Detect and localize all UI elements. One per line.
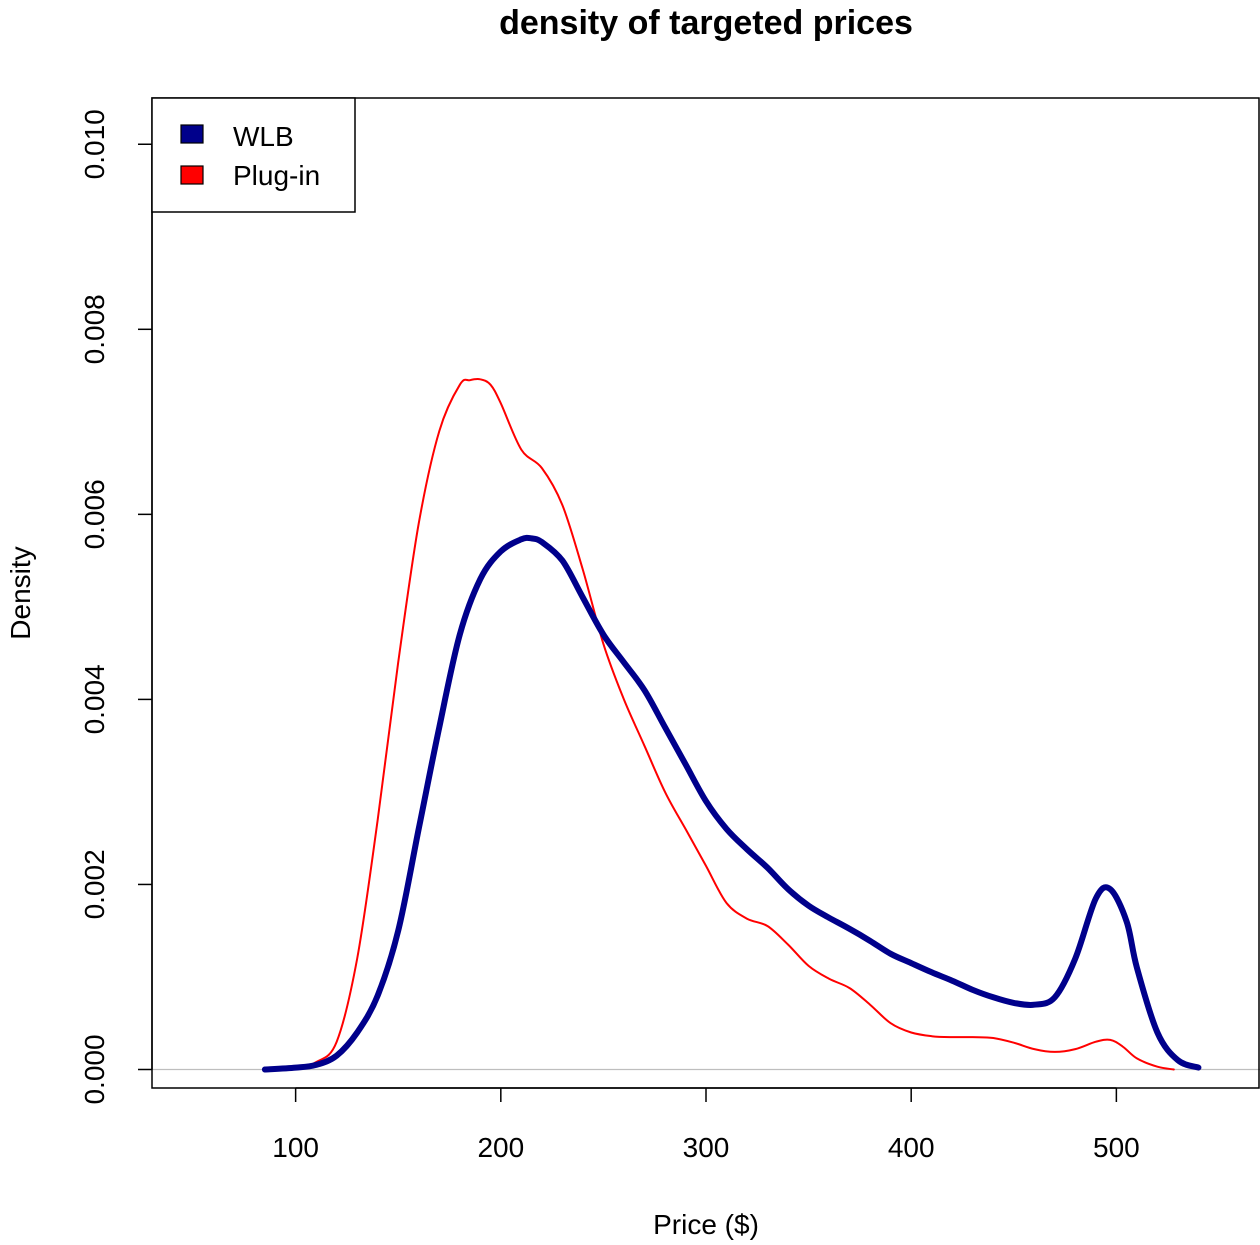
legend-swatch-plug-in [180,165,204,185]
y-tick-label: 0.006 [79,479,110,549]
y-axis-label: Density [5,546,36,639]
y-tick-label: 0.004 [79,664,110,734]
x-tick-label: 500 [1093,1132,1140,1163]
legend: WLB Plug-in [151,97,356,213]
plot-area: 100 200 300 400 500 0.000 0.002 0.004 0.006 0.008… [79,97,1260,1163]
legend-label-plug-in: Plug-in [233,160,320,191]
x-tick-label: 300 [683,1132,730,1163]
series-line-wlb [261,534,1202,1073]
y-tick-label: 0.008 [79,294,110,364]
plot-frame [151,97,1260,1089]
x-tick-label: 100 [272,1132,319,1163]
x-tick-label: 200 [477,1132,524,1163]
x-tick-label: 400 [888,1132,935,1163]
series-line-plug-in [263,377,1175,1071]
chart-title: density of targeted prices [499,4,913,42]
legend-box [151,97,356,213]
legend-label-wlb: WLB [233,121,294,152]
legend-swatch-wlb [180,124,204,144]
y-tick-label: 0.002 [79,849,110,919]
y-tick-label: 0.000 [79,1034,110,1104]
x-axis-label: Price ($) [653,1209,759,1240]
y-tick-label: 0.010 [79,109,110,179]
